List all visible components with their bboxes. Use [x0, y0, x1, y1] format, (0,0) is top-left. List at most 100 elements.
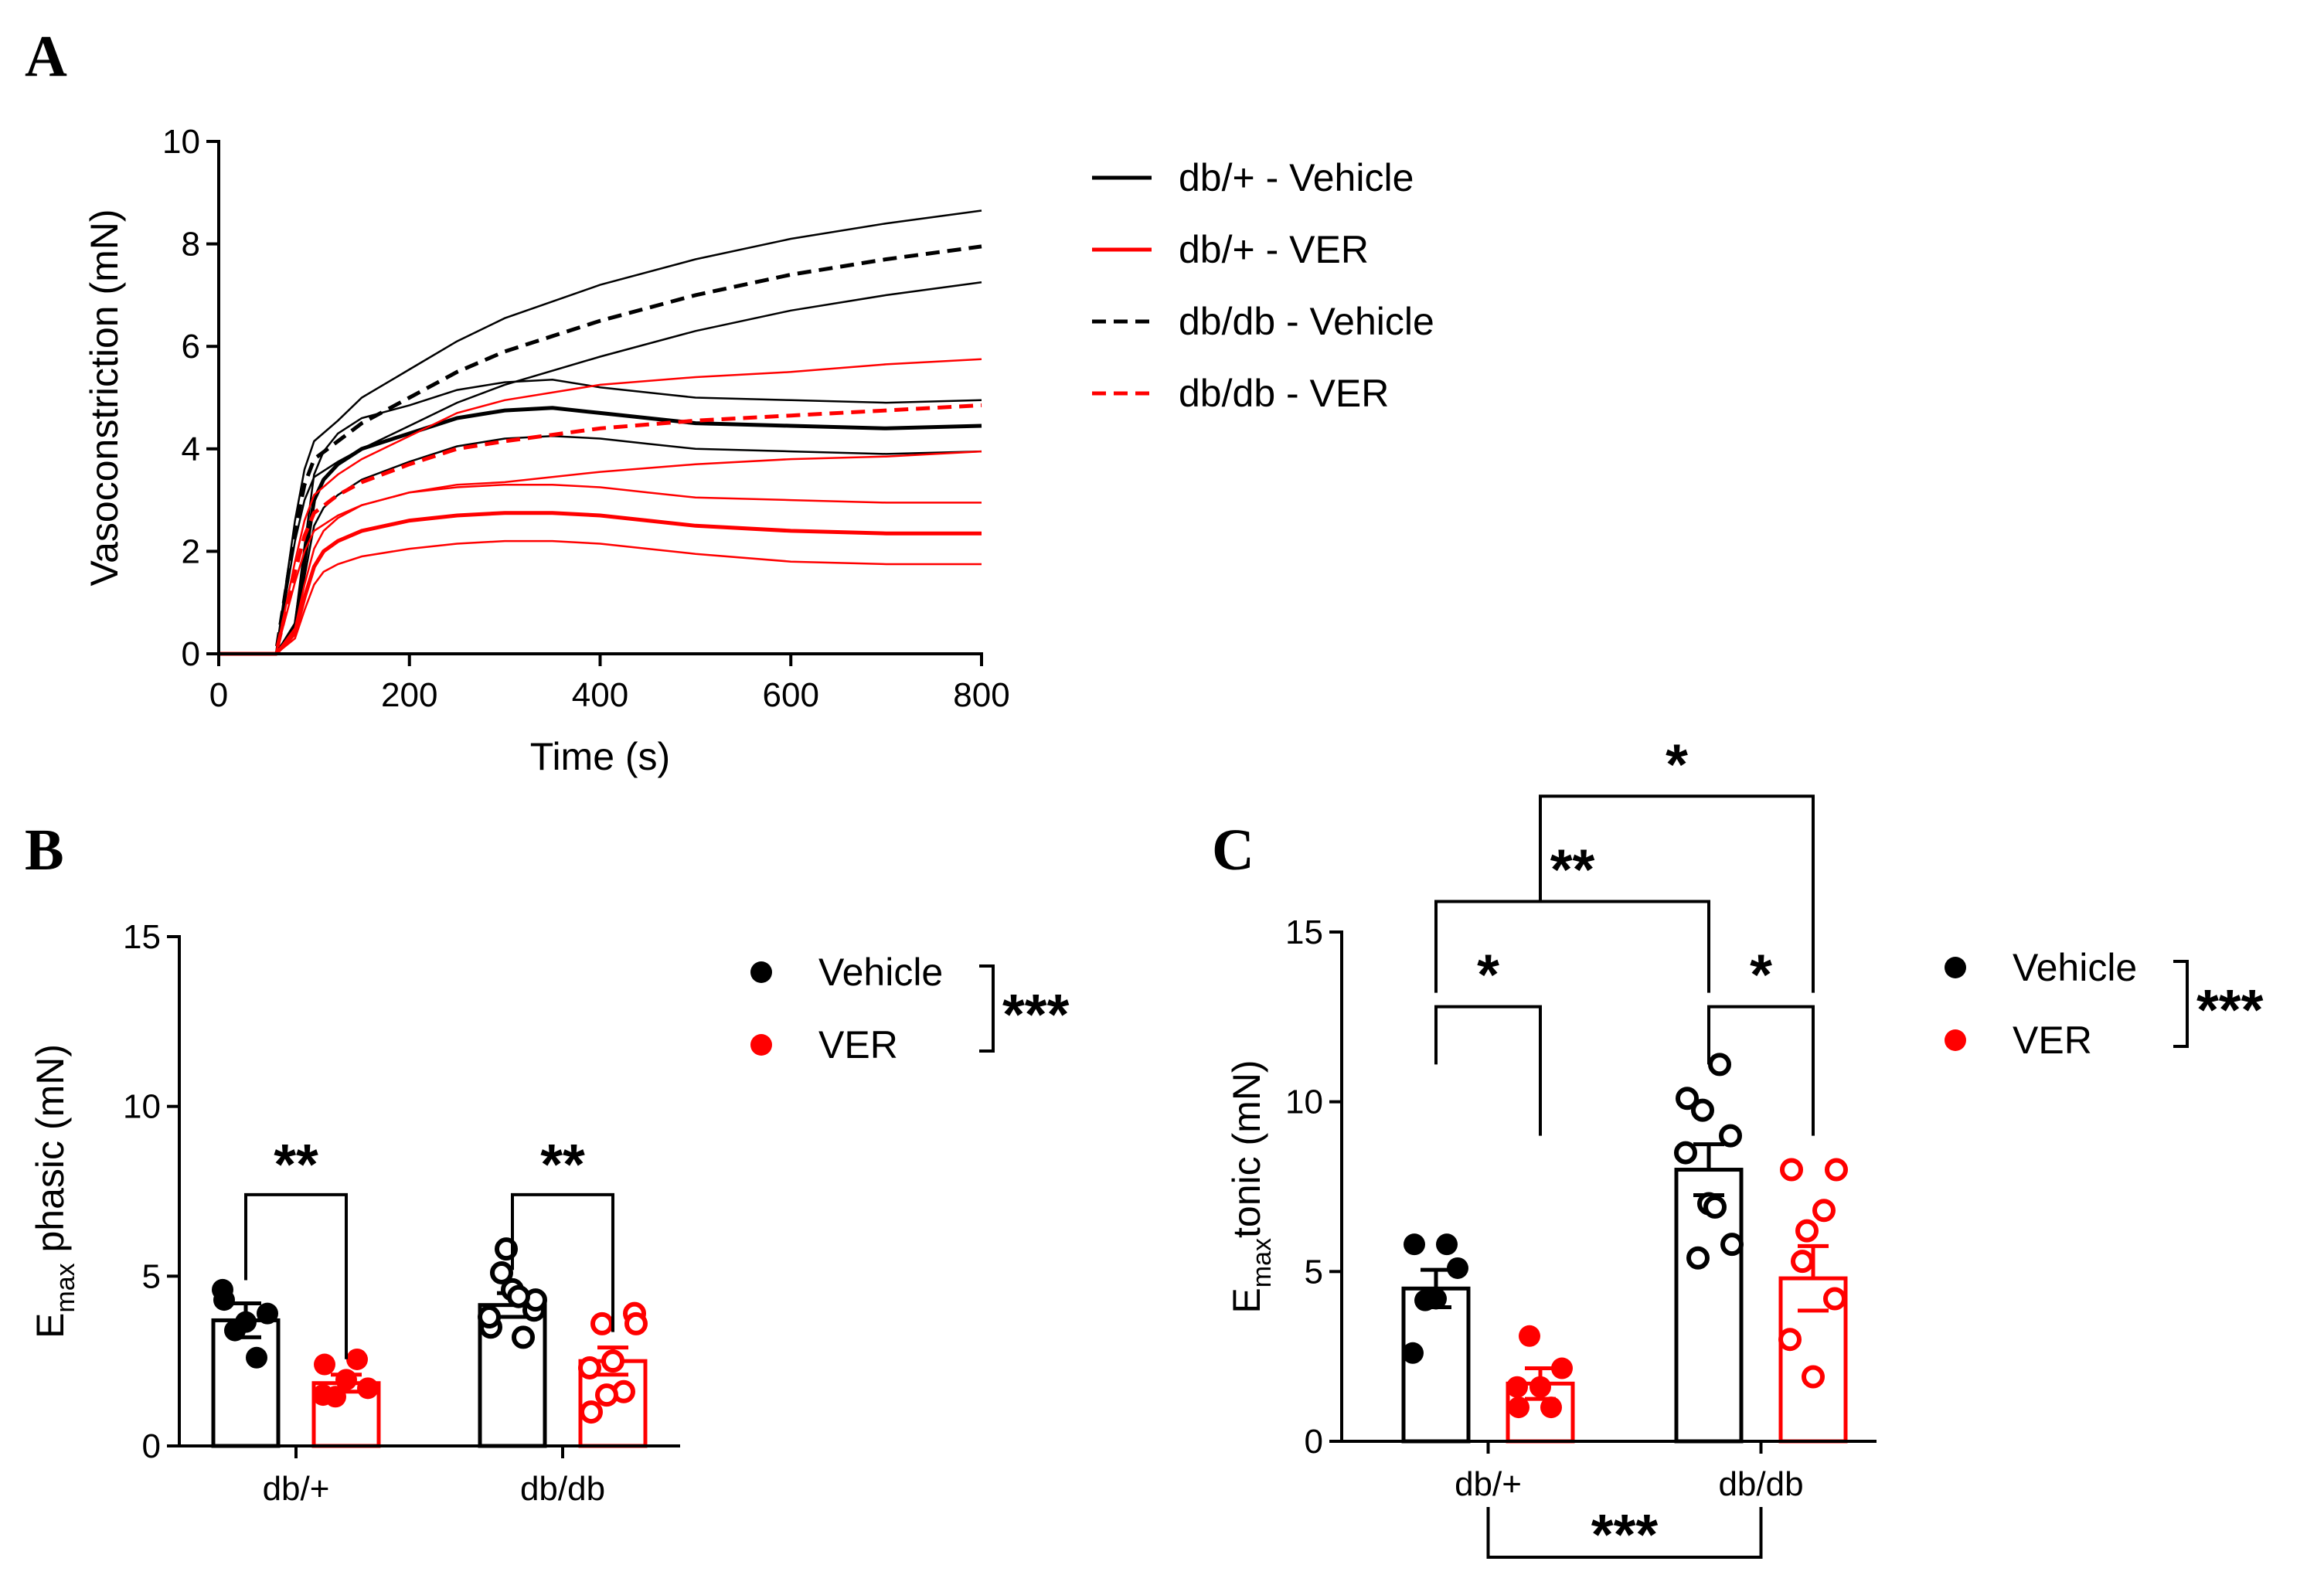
data-point [1691, 1098, 1714, 1122]
y-tick-label: 4 [182, 430, 200, 468]
comparison-significance: * [1477, 943, 1499, 1007]
data-point [601, 1349, 624, 1373]
data-point [1414, 1289, 1436, 1311]
data-point [335, 1369, 357, 1391]
data-point [578, 1356, 601, 1379]
comparison-bracket [244, 1192, 348, 1359]
data-point [1719, 1124, 1742, 1148]
x-tick-label: db/db [520, 1470, 605, 1508]
y-tick-label: 2 [182, 532, 200, 570]
chart-a-traces [219, 209, 982, 656]
data-point [246, 1346, 267, 1369]
trace-series-2 [219, 209, 982, 656]
data-point [257, 1302, 278, 1325]
chart-a-x-axis-label: Time (s) [530, 735, 670, 778]
data-point [590, 1311, 614, 1335]
comparison-bracket [1434, 900, 1710, 993]
panel-letter-b: B [25, 818, 64, 883]
comparison-significance: ** [274, 1132, 318, 1196]
data-point [1795, 1219, 1819, 1243]
trace-series-1 [219, 483, 982, 656]
trace-sem-lower [219, 450, 982, 655]
y-tick-label: 5 [142, 1257, 161, 1295]
data-point [212, 1278, 233, 1301]
bottom-bracket [1486, 1507, 1763, 1559]
data-point [624, 1311, 648, 1335]
trace-sem-lower [219, 539, 982, 655]
x-tick-label: db/+ [1455, 1465, 1522, 1503]
chart-b-y-axis-label: Emax phasic (mN) [29, 1044, 80, 1339]
data-point [1791, 1250, 1814, 1274]
data-point [346, 1348, 368, 1370]
legend-label: db/+ - Vehicle [1179, 156, 1414, 199]
x-tick-label: 0 [209, 676, 228, 714]
bar [1401, 1286, 1471, 1444]
chart-b-y-axis-label-main: E [29, 1313, 72, 1339]
data-point [1529, 1376, 1551, 1398]
y-tick-label: 0 [1305, 1423, 1323, 1461]
chart-a: 0 2 4 6 8 10 0 200 400 600 800 Time (s) Vasoconstr… [83, 123, 1434, 778]
chart-b: 0 5 10 15 db/+ db/db ** ** Emax phasic (mN) Veh… [29, 918, 1070, 1508]
legend-significance: *** [2196, 978, 2264, 1042]
legend-marker [1945, 957, 1966, 978]
x-tick-label: 600 [763, 676, 819, 714]
trace-mean-line [219, 511, 982, 656]
chart-b-plot: 0 5 10 15 db/+ db/db ** ** [123, 918, 680, 1508]
data-point [478, 1305, 501, 1329]
data-point [512, 1325, 535, 1349]
comparison-bracket [511, 1192, 614, 1332]
data-point [1823, 1287, 1846, 1311]
legend-label: Vehicle [818, 951, 943, 994]
comparison-significance: * [1666, 732, 1688, 796]
y-tick-label: 6 [182, 328, 200, 366]
data-point [1508, 1396, 1529, 1419]
y-tick-label: 15 [123, 918, 161, 956]
legend-marker [1945, 1029, 1966, 1051]
data-point [1676, 1087, 1699, 1111]
trace-mean-line [219, 406, 982, 656]
legend-marker [750, 961, 772, 983]
panel-letter-c: C [1212, 818, 1254, 883]
comparison-significance: ** [540, 1132, 585, 1196]
data-point [1506, 1376, 1528, 1398]
chart-c-y-axis-label-main: E [1225, 1288, 1268, 1313]
y-tick-label: 10 [123, 1088, 161, 1126]
chart-c-legend: Vehicle VER *** [1945, 946, 2264, 1062]
x-tick-label: 800 [953, 676, 1009, 714]
data-point [357, 1377, 379, 1400]
data-point [490, 1260, 513, 1284]
data-point [1447, 1257, 1468, 1279]
y-tick-label: 0 [182, 635, 200, 673]
panel-letter-a: A [25, 24, 67, 89]
legend-label: Vehicle [2013, 946, 2137, 989]
data-point [1404, 1233, 1425, 1256]
data-point [314, 1353, 335, 1376]
trace-sem-upper [219, 358, 982, 655]
y-tick-label: 0 [142, 1427, 161, 1465]
legend-label: db/+ - VER [1179, 228, 1369, 271]
data-point [1540, 1396, 1562, 1419]
legend-label: db/db - VER [1179, 372, 1389, 415]
trace-sem-upper [219, 483, 982, 655]
chart-b-legend: Vehicle VER *** [750, 951, 1070, 1066]
data-point [1436, 1233, 1458, 1256]
trace-mean-line [219, 403, 982, 656]
comparison-bracket [1539, 794, 1815, 993]
data-point [1551, 1357, 1573, 1379]
comparison-bracket [1434, 1005, 1542, 1136]
bottom-significance: *** [1591, 1502, 1659, 1566]
x-tick-label: 200 [381, 676, 437, 714]
legend-label: VER [818, 1023, 898, 1066]
legend-bracket [979, 964, 995, 1053]
trace-series-3 [219, 358, 982, 656]
y-tick-label: 8 [182, 226, 200, 264]
y-tick-label: 5 [1305, 1253, 1323, 1291]
data-point [507, 1284, 530, 1308]
data-point [595, 1383, 618, 1407]
bar-group [1674, 1142, 1744, 1444]
y-tick-label: 15 [1285, 913, 1323, 951]
data-point [1674, 1141, 1697, 1165]
